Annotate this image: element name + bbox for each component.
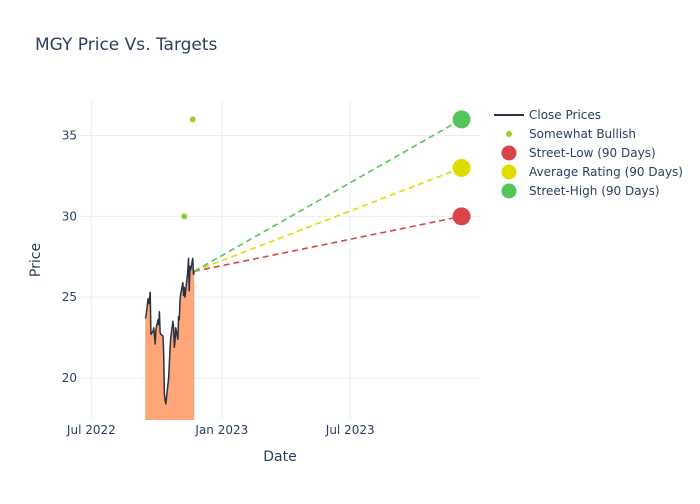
x-tick-label: Jul 2022	[66, 423, 116, 437]
x-axis-ticks: Jul 2022 Jan 2023 Jul 2023	[66, 423, 375, 437]
average-rating-target-line	[193, 167, 462, 273]
legend-item-street-high[interactable]: Street-High (90 Days)	[501, 183, 660, 199]
chart-title: MGY Price Vs. Targets	[35, 35, 218, 55]
y-tick-label: 30	[62, 209, 77, 223]
legend-item-average-rating[interactable]: Average Rating (90 Days)	[501, 164, 684, 180]
x-axis-label: Date	[263, 449, 296, 465]
close-price-line	[144, 257, 195, 405]
x-tick-label: Jul 2023	[325, 423, 375, 437]
somewhat-bullish-marker	[181, 213, 188, 220]
y-axis-label: Price	[28, 243, 44, 277]
legend-label: Somewhat Bullish	[529, 127, 636, 141]
average-rating-target-marker	[452, 158, 471, 177]
legend[interactable]: Close Prices Somewhat Bullish Street-Low (…	[494, 108, 683, 199]
legend-swatch	[501, 183, 517, 199]
y-tick-label: 20	[62, 371, 77, 385]
y-axis-ticks: 20 25 30 35	[62, 129, 77, 385]
street-low-target-line	[194, 215, 462, 273]
y-tick-label: 35	[62, 129, 77, 143]
legend-swatch	[501, 164, 517, 180]
legend-label: Average Rating (90 Days)	[529, 165, 683, 179]
y-tick-label: 25	[62, 290, 77, 304]
legend-swatch	[501, 145, 517, 161]
area-layer	[145, 258, 195, 420]
street-high-target-marker	[452, 110, 471, 129]
legend-swatch	[506, 131, 512, 137]
legend-label: Street-High (90 Days)	[529, 184, 660, 198]
street-high-target-line	[193, 118, 462, 273]
x-tick-label: Jan 2023	[194, 423, 248, 437]
close-price-area	[145, 258, 195, 420]
legend-item-street-low[interactable]: Street-Low (90 Days)	[501, 145, 656, 161]
markers-layer	[181, 110, 471, 226]
somewhat-bullish-marker	[189, 116, 196, 123]
legend-item-close-prices[interactable]: Close Prices	[494, 108, 601, 122]
street-low-target-marker	[452, 207, 471, 226]
legend-item-somewhat-bullish[interactable]: Somewhat Bullish	[506, 127, 636, 141]
grid-layer	[80, 100, 480, 420]
price-line-layer	[144, 257, 195, 405]
legend-label: Street-Low (90 Days)	[529, 146, 656, 160]
legend-label: Close Prices	[529, 108, 601, 122]
target-lines-layer	[193, 118, 462, 273]
